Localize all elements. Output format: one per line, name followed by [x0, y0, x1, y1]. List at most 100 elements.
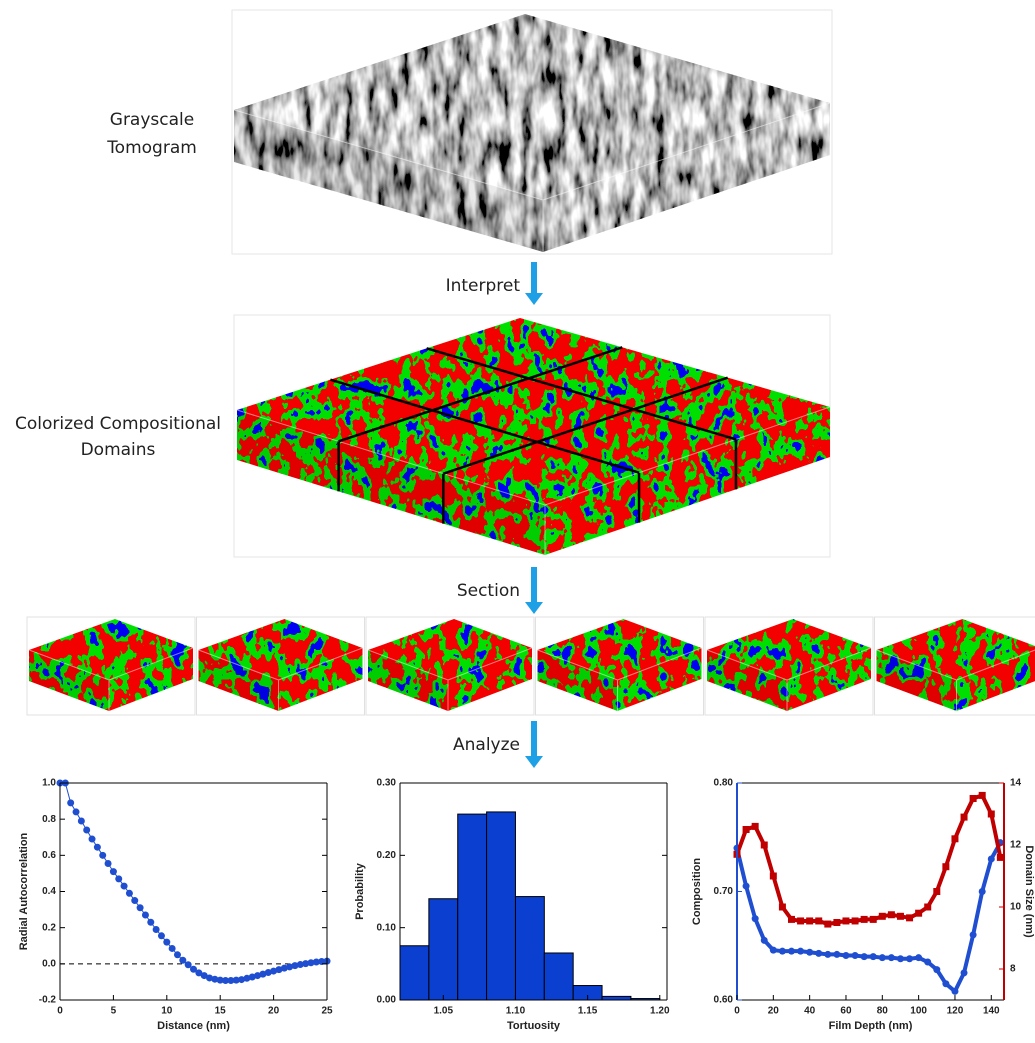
x-axis-label: Film Depth (nm): [829, 1020, 913, 1032]
label: Analyze: [453, 735, 520, 755]
marker: [121, 883, 128, 890]
marker: [842, 917, 849, 924]
marker: [73, 808, 80, 815]
y-tick-label: 0.6: [42, 850, 56, 861]
x-tick-label: 120: [947, 1006, 964, 1017]
bar: [458, 814, 487, 1000]
label: Interpret: [446, 276, 521, 296]
label: Grayscale: [110, 110, 194, 130]
marker: [815, 917, 822, 924]
block: [29, 619, 193, 711]
marker: [888, 954, 895, 961]
y-tick-label: 0.4: [42, 886, 56, 897]
marker: [861, 953, 868, 960]
block: [237, 318, 830, 555]
x-tick-label: 25: [321, 1006, 333, 1017]
x-tick-label: 5: [111, 1006, 117, 1017]
series-line: [737, 843, 1000, 992]
marker: [852, 917, 859, 924]
bar: [602, 996, 631, 1000]
marker: [870, 953, 877, 960]
arrow: [531, 721, 537, 758]
marker: [879, 913, 886, 920]
marker: [115, 875, 122, 882]
y-tick-label: 0.20: [377, 850, 397, 861]
bar: [487, 812, 516, 1000]
y-axis-label: Composition: [691, 858, 703, 925]
x-tick-label: 0: [734, 1006, 740, 1017]
marker: [924, 904, 931, 911]
arrow: [531, 262, 537, 295]
marker: [752, 915, 759, 922]
marker: [94, 844, 101, 851]
y-tick-label: 0.8: [42, 814, 56, 825]
marker: [153, 926, 160, 933]
label: Section: [457, 581, 520, 601]
marker: [67, 799, 74, 806]
marker: [158, 932, 165, 939]
arrow-head: [525, 602, 543, 614]
marker: [897, 913, 904, 920]
marker: [933, 966, 940, 973]
y-tick-label: 0.0: [42, 958, 56, 969]
marker: [888, 911, 895, 918]
marker: [824, 951, 831, 958]
marker: [951, 835, 958, 842]
marker: [933, 888, 940, 895]
marker: [761, 842, 768, 849]
marker: [83, 827, 90, 834]
marker: [961, 969, 968, 976]
y2-tick-label: 12: [1010, 840, 1022, 851]
x-tick-label: 140: [983, 1006, 1000, 1017]
x-tick-label: 20: [768, 1006, 780, 1017]
y2-tick-label: 8: [1010, 964, 1016, 975]
y-tick-label: 1.0: [42, 778, 56, 789]
bar: [429, 899, 458, 1000]
label: Tomogram: [106, 138, 197, 158]
y-tick-label: 0.10: [377, 922, 397, 933]
series-line: [60, 783, 327, 980]
marker: [879, 954, 886, 961]
y-tick-label: 0.70: [714, 886, 734, 897]
marker: [951, 988, 958, 995]
x-tick-label: 1.15: [578, 1006, 598, 1017]
marker: [174, 951, 181, 958]
marker: [797, 917, 804, 924]
x-tick-label: 20: [268, 1006, 280, 1017]
block: [538, 619, 702, 711]
marker: [770, 873, 777, 880]
marker: [126, 890, 133, 897]
x-tick-label: 0: [57, 1006, 63, 1017]
marker: [997, 854, 1004, 861]
arrow-head: [525, 756, 543, 768]
marker: [142, 912, 149, 919]
y-tick-label: 0.80: [714, 778, 734, 789]
block: [199, 619, 363, 711]
block: [368, 619, 532, 711]
marker: [743, 826, 750, 833]
marker: [852, 952, 859, 959]
block: [707, 619, 871, 711]
marker: [970, 931, 977, 938]
marker: [979, 888, 986, 895]
label: Colorized Compositional: [15, 414, 221, 434]
marker: [979, 792, 986, 799]
marker: [942, 863, 949, 870]
y-axis-label: Radial Autocorrelation: [18, 832, 30, 950]
marker: [924, 959, 931, 966]
marker: [78, 817, 85, 824]
x-tick-label: 1.20: [650, 1006, 670, 1017]
marker: [137, 904, 144, 911]
marker: [147, 919, 154, 926]
marker: [761, 937, 768, 944]
arrow: [531, 567, 537, 604]
marker: [833, 951, 840, 958]
x-tick-label: 10: [161, 1006, 173, 1017]
marker: [770, 947, 777, 954]
marker: [988, 855, 995, 862]
marker: [961, 814, 968, 821]
y-tick-label: 0.2: [42, 922, 56, 933]
marker: [988, 811, 995, 818]
arrow-head: [525, 293, 543, 305]
